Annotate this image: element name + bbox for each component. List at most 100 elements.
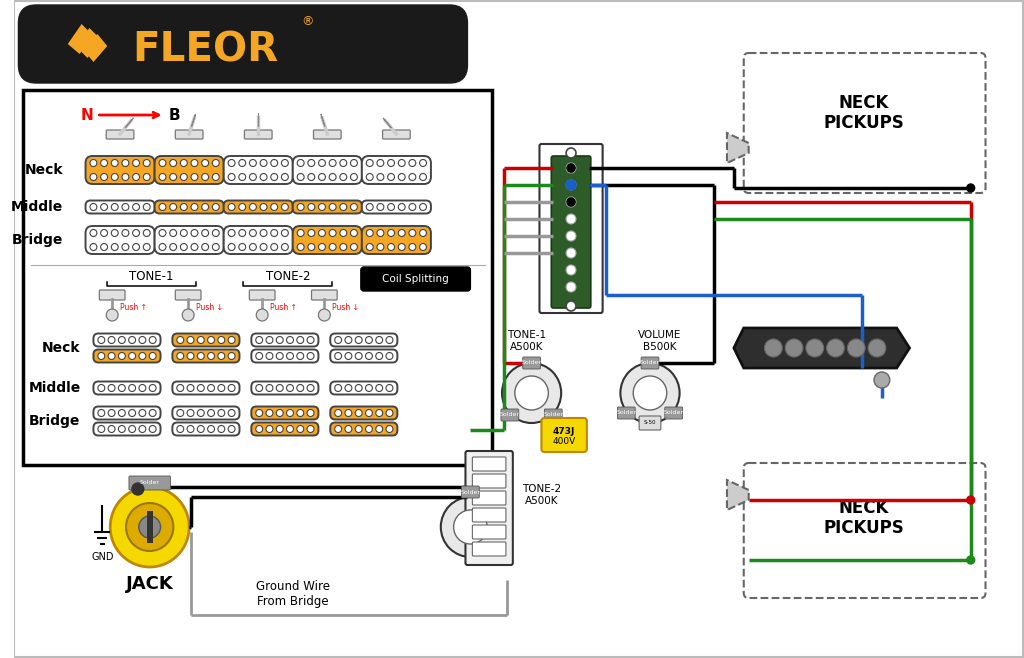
Circle shape	[329, 159, 336, 166]
FancyBboxPatch shape	[665, 407, 683, 419]
Circle shape	[239, 230, 246, 236]
Circle shape	[329, 203, 336, 211]
Text: ®: ®	[302, 16, 314, 28]
Circle shape	[119, 384, 125, 392]
Circle shape	[366, 426, 373, 432]
Circle shape	[159, 174, 166, 180]
Circle shape	[307, 384, 314, 392]
Circle shape	[287, 409, 294, 417]
FancyBboxPatch shape	[155, 226, 223, 254]
Circle shape	[208, 409, 214, 417]
FancyBboxPatch shape	[93, 382, 161, 395]
Circle shape	[212, 174, 219, 180]
FancyBboxPatch shape	[251, 382, 318, 395]
Circle shape	[329, 243, 336, 251]
Circle shape	[386, 384, 393, 392]
Circle shape	[90, 203, 97, 211]
Circle shape	[109, 336, 115, 343]
Circle shape	[350, 174, 357, 180]
Circle shape	[191, 243, 198, 251]
Circle shape	[212, 159, 219, 166]
Circle shape	[170, 230, 176, 236]
Circle shape	[335, 336, 342, 343]
Polygon shape	[734, 328, 909, 368]
Circle shape	[345, 384, 352, 392]
Circle shape	[177, 353, 183, 359]
Circle shape	[170, 243, 176, 251]
FancyBboxPatch shape	[251, 422, 318, 436]
Polygon shape	[191, 114, 196, 126]
Circle shape	[133, 243, 139, 251]
Circle shape	[420, 230, 426, 236]
Text: GND: GND	[91, 552, 114, 562]
Circle shape	[191, 159, 198, 166]
Circle shape	[202, 230, 209, 236]
FancyBboxPatch shape	[223, 201, 293, 213]
Circle shape	[170, 174, 176, 180]
FancyBboxPatch shape	[86, 226, 155, 254]
Circle shape	[202, 243, 209, 251]
Circle shape	[98, 426, 104, 432]
Circle shape	[150, 426, 156, 432]
FancyBboxPatch shape	[361, 156, 431, 184]
Circle shape	[112, 174, 118, 180]
Circle shape	[566, 197, 575, 207]
Circle shape	[177, 384, 183, 392]
Circle shape	[318, 159, 326, 166]
Circle shape	[367, 174, 373, 180]
Circle shape	[276, 336, 284, 343]
Circle shape	[350, 243, 357, 251]
Circle shape	[307, 353, 314, 359]
Circle shape	[366, 353, 373, 359]
Circle shape	[122, 203, 129, 211]
Circle shape	[340, 230, 347, 236]
Circle shape	[868, 339, 886, 357]
Circle shape	[256, 384, 263, 392]
FancyBboxPatch shape	[250, 290, 275, 300]
Circle shape	[133, 159, 139, 166]
Text: TONE-1: TONE-1	[129, 270, 174, 284]
Text: NECK
PICKUPS: NECK PICKUPS	[823, 499, 904, 538]
Circle shape	[191, 203, 198, 211]
Circle shape	[191, 174, 198, 180]
FancyBboxPatch shape	[331, 349, 397, 363]
FancyBboxPatch shape	[383, 130, 411, 139]
FancyBboxPatch shape	[172, 349, 240, 363]
Circle shape	[218, 426, 225, 432]
Circle shape	[228, 159, 236, 166]
Circle shape	[150, 409, 156, 417]
Circle shape	[228, 230, 236, 236]
Circle shape	[350, 230, 357, 236]
FancyBboxPatch shape	[743, 463, 985, 598]
Circle shape	[297, 409, 304, 417]
FancyBboxPatch shape	[223, 156, 293, 184]
Circle shape	[250, 203, 256, 211]
FancyBboxPatch shape	[641, 357, 658, 369]
FancyBboxPatch shape	[251, 349, 318, 363]
Text: Middle: Middle	[10, 200, 62, 214]
FancyBboxPatch shape	[331, 334, 397, 347]
FancyBboxPatch shape	[86, 156, 155, 184]
Circle shape	[228, 174, 236, 180]
FancyBboxPatch shape	[293, 226, 361, 254]
Circle shape	[100, 159, 108, 166]
Circle shape	[239, 243, 246, 251]
Circle shape	[297, 353, 304, 359]
Circle shape	[191, 230, 198, 236]
Circle shape	[143, 243, 151, 251]
Circle shape	[129, 384, 135, 392]
FancyBboxPatch shape	[223, 226, 293, 254]
FancyBboxPatch shape	[466, 451, 513, 565]
Circle shape	[126, 503, 173, 551]
Circle shape	[297, 174, 304, 180]
Circle shape	[502, 363, 561, 423]
Polygon shape	[383, 118, 391, 128]
Circle shape	[129, 426, 135, 432]
FancyBboxPatch shape	[172, 334, 240, 347]
Circle shape	[187, 409, 194, 417]
Circle shape	[366, 384, 373, 392]
Circle shape	[239, 174, 246, 180]
Circle shape	[515, 376, 549, 410]
Circle shape	[119, 336, 125, 343]
Circle shape	[297, 336, 304, 343]
